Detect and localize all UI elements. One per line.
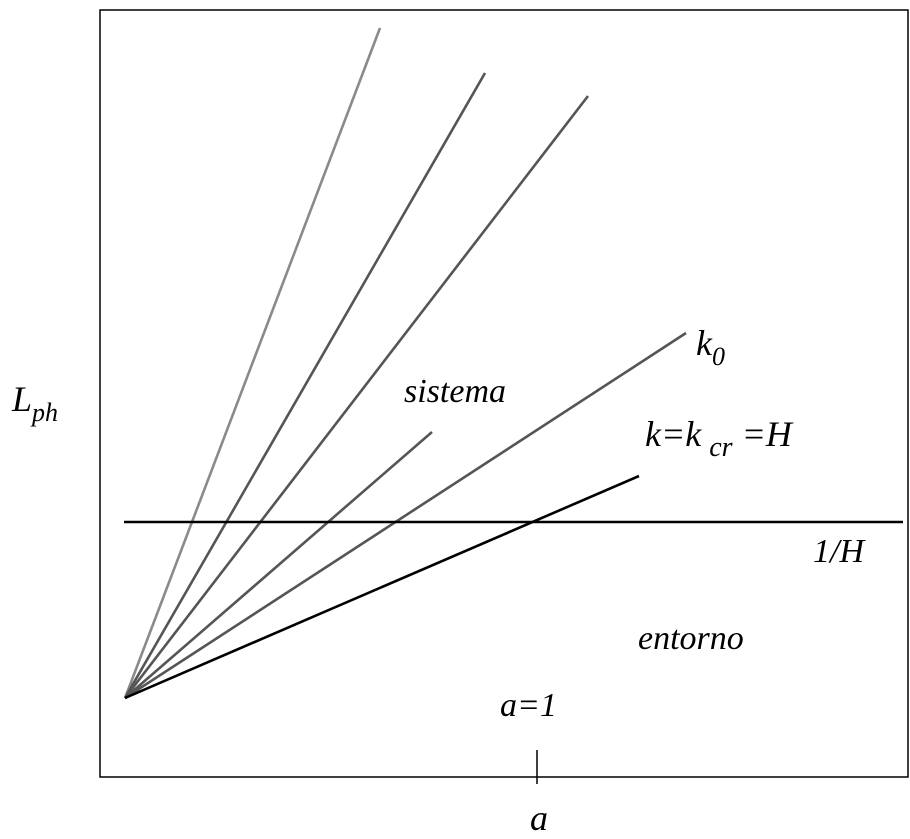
ray-k0 <box>124 331 687 700</box>
x-axis-label: a <box>530 798 548 838</box>
ray-4 <box>124 431 433 699</box>
y-axis-label-main: L <box>11 379 32 419</box>
region-system-label: sistema <box>404 373 506 410</box>
a1-label: a=1 <box>500 687 557 724</box>
y-axis-label-sub: ph <box>30 398 58 427</box>
ray-3 <box>123 95 590 699</box>
y-axis-label: Lph <box>11 379 58 427</box>
horizon-label: 1/H <box>813 533 866 570</box>
plot-frame <box>99 9 909 778</box>
kcr-label-sub: cr <box>709 432 732 463</box>
ray-2 <box>123 72 487 699</box>
k0-label-sub: 0 <box>712 342 725 371</box>
k0-label: k0 <box>696 323 725 371</box>
region-environment-label: entorno <box>638 620 744 657</box>
k0-label-main: k <box>696 323 713 363</box>
kcr-label-b: =H <box>733 414 794 454</box>
ray-1 <box>123 27 382 699</box>
kcr-label: k=k cr =H <box>645 414 794 463</box>
kcr-label-a: k=k <box>645 414 702 454</box>
ray-kcr <box>124 474 640 700</box>
